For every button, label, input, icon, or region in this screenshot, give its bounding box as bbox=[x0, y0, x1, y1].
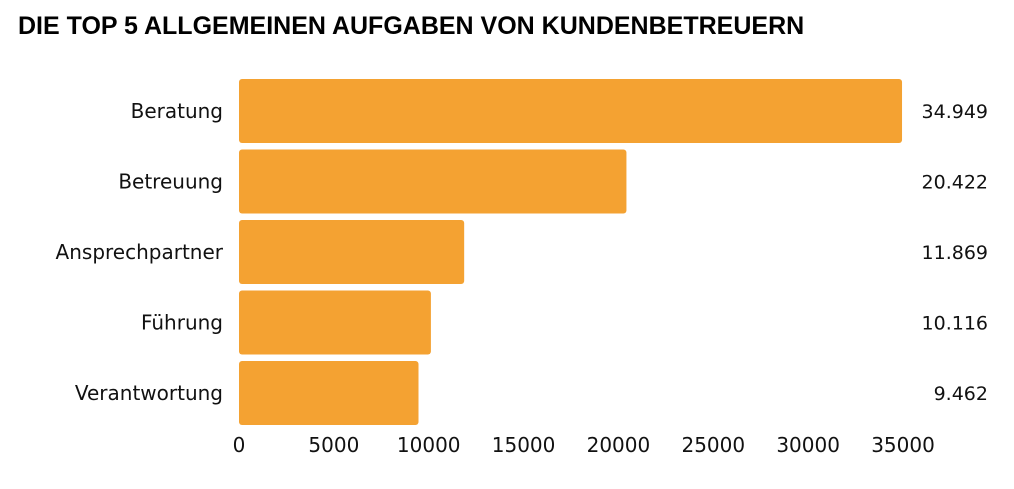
category-label: Beratung bbox=[131, 99, 223, 123]
x-tick-label: 20000 bbox=[587, 433, 651, 457]
bar bbox=[239, 220, 465, 284]
value-label: 9.462 bbox=[934, 383, 988, 405]
bar bbox=[239, 361, 419, 425]
bar bbox=[239, 79, 903, 143]
x-tick-label: 15000 bbox=[492, 433, 556, 457]
value-label: 11.869 bbox=[922, 242, 988, 264]
x-tick-label: 35000 bbox=[871, 433, 935, 457]
x-tick-label: 25000 bbox=[681, 433, 745, 457]
value-label: 34.949 bbox=[922, 101, 988, 123]
bar bbox=[239, 149, 627, 214]
value-label: 20.422 bbox=[922, 172, 988, 194]
x-tick-label: 30000 bbox=[776, 433, 840, 457]
x-tick-label: 5000 bbox=[308, 433, 359, 457]
x-tick-label: 10000 bbox=[397, 433, 461, 457]
category-label: Verantwortung bbox=[75, 381, 223, 405]
value-label: 10.116 bbox=[922, 313, 988, 335]
category-label: Betreuung bbox=[118, 170, 223, 194]
category-label: Führung bbox=[141, 311, 223, 335]
chart-title: DIE TOP 5 ALLGEMEINEN AUFGABEN VON KUNDE… bbox=[18, 12, 805, 40]
x-tick-label: 0 bbox=[233, 433, 246, 457]
bar bbox=[239, 290, 431, 355]
category-label: Ansprechpartner bbox=[56, 240, 224, 264]
